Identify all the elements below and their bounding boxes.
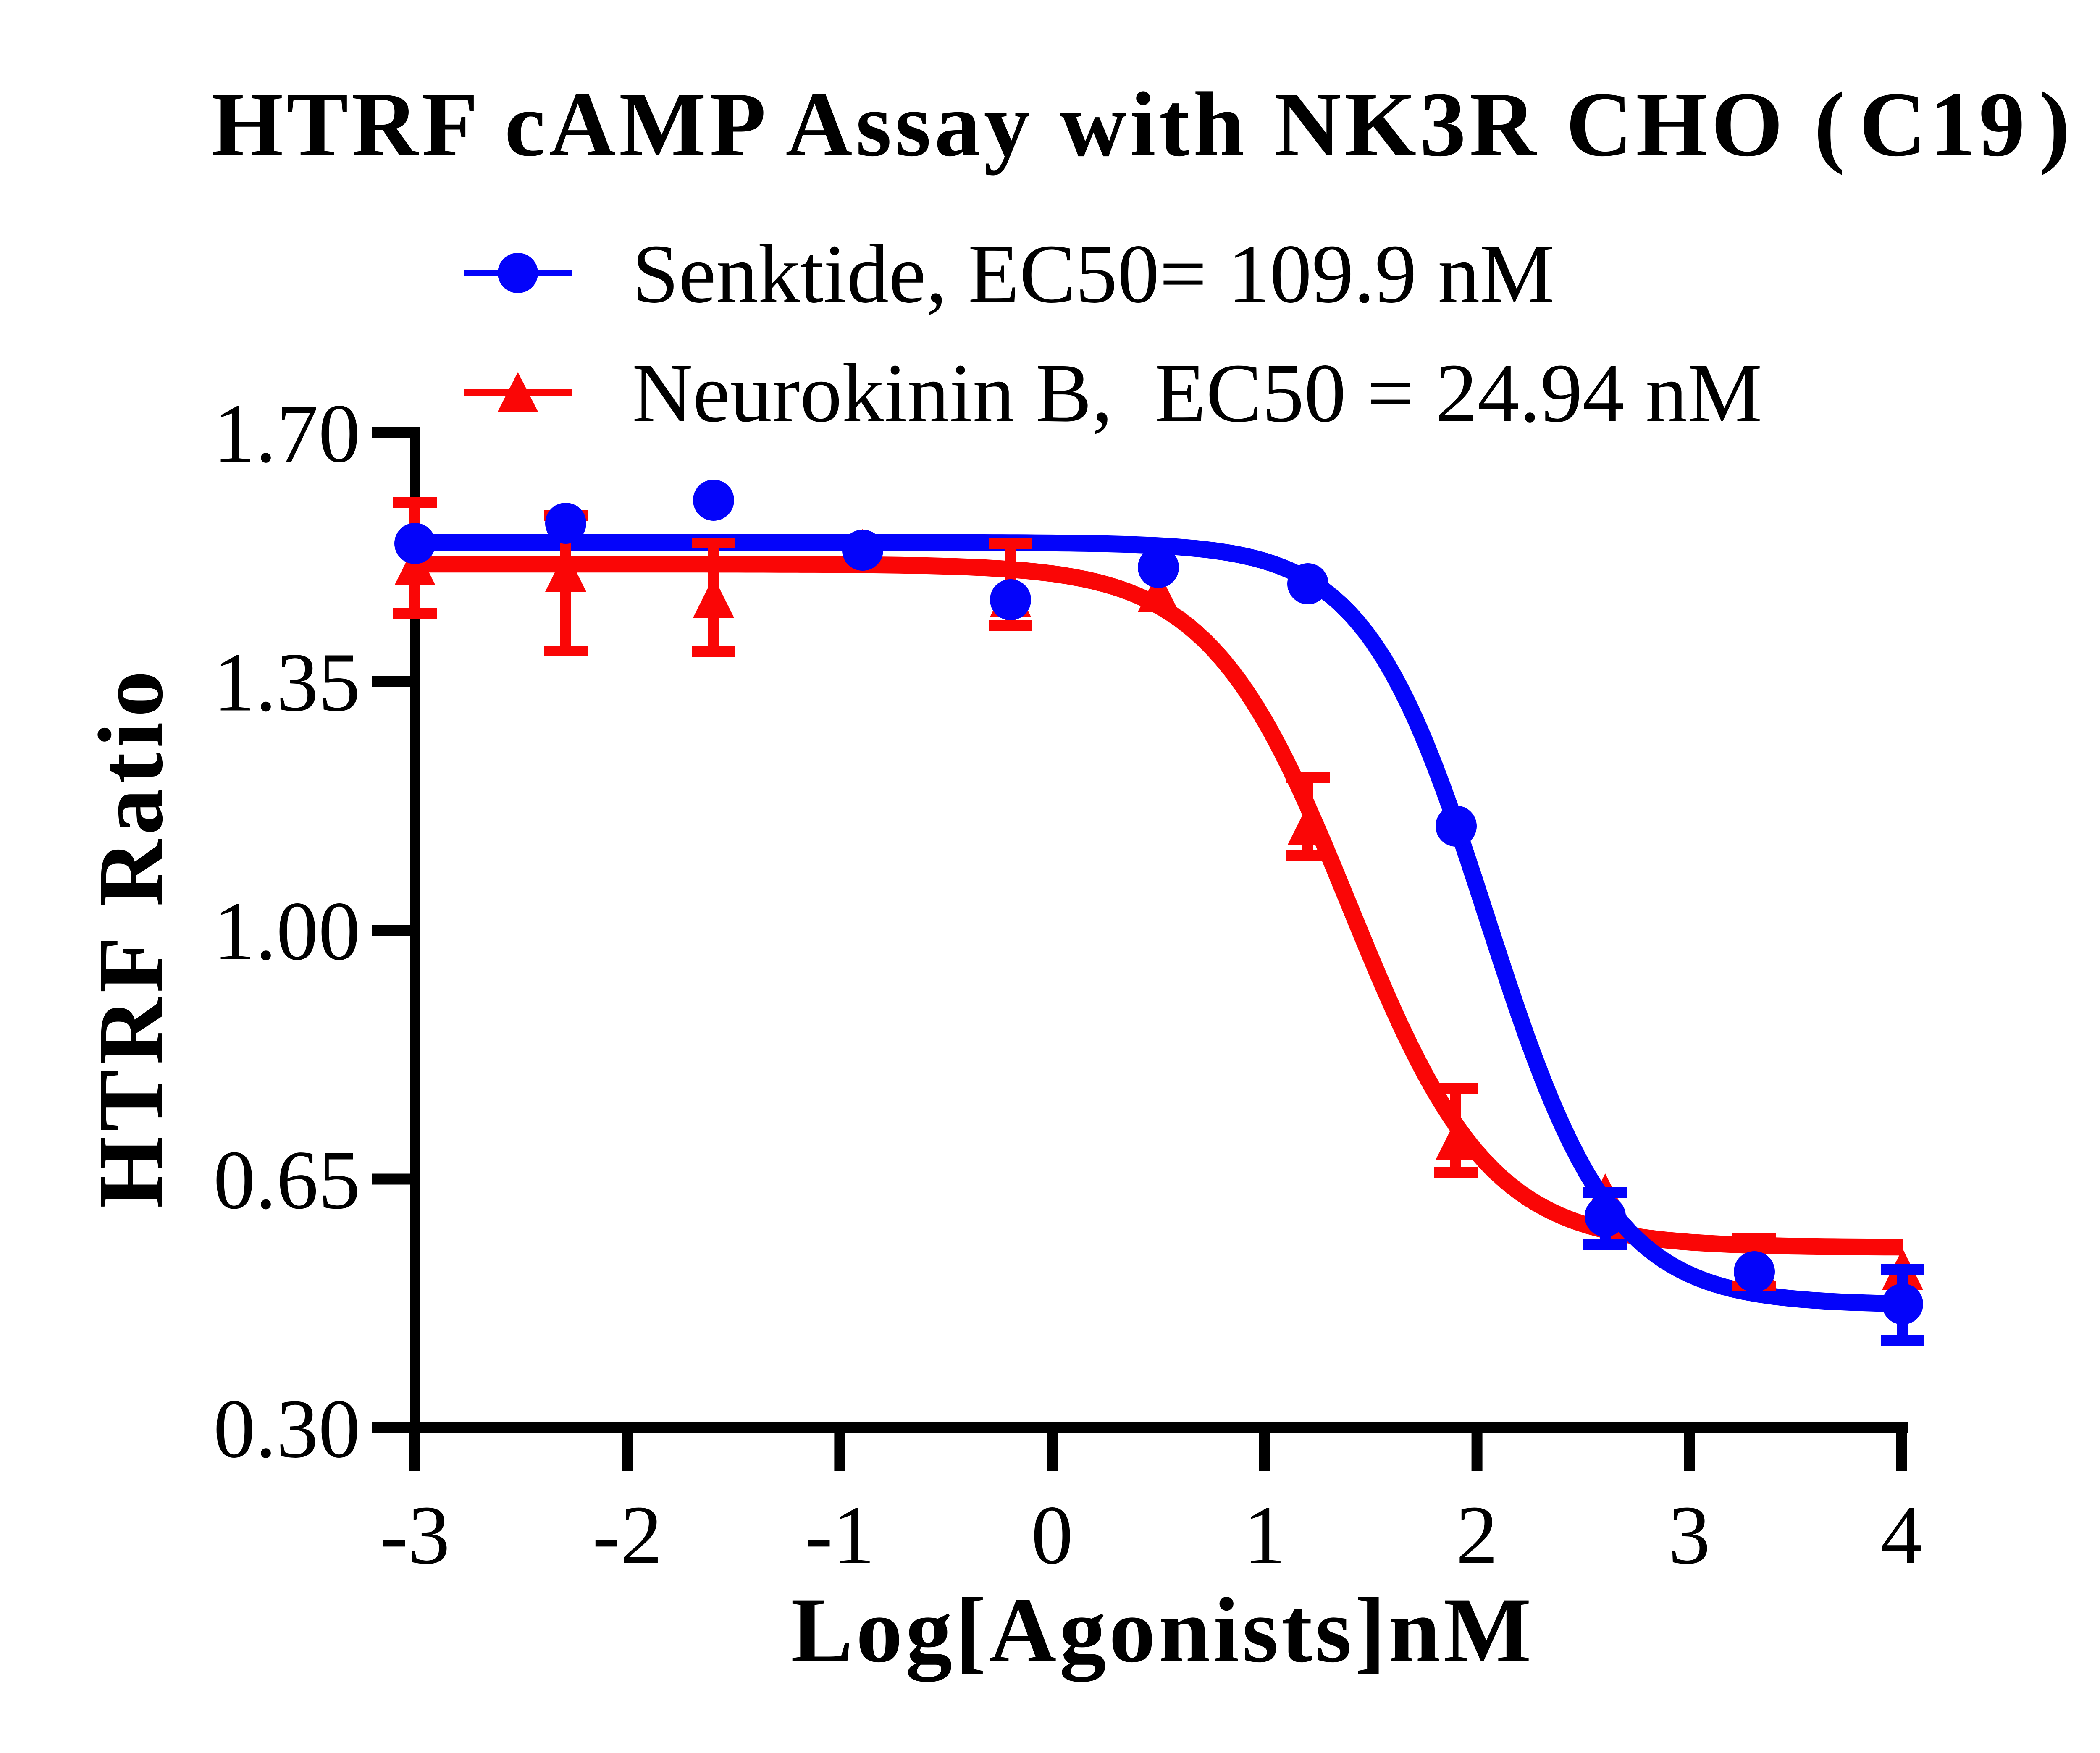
svg-text:3: 3 [1668, 1489, 1710, 1582]
svg-text:Neurokinin B, EC50 = 24.94 nM: Neurokinin B, EC50 = 24.94 nM [632, 347, 1762, 440]
svg-text:0.65: 0.65 [213, 1134, 360, 1227]
svg-text:1.00: 1.00 [213, 885, 360, 978]
svg-text:1.35: 1.35 [213, 636, 360, 729]
svg-text:-2: -2 [592, 1489, 662, 1582]
svg-text:HTRF cAMP Assay with NK3R CHO(: HTRF cAMP Assay with NK3R CHO(C19) [211, 73, 2073, 176]
svg-text:Senktide, EC50= 109.9 nM: Senktide, EC50= 109.9 nM [632, 228, 1554, 320]
svg-text:0: 0 [1031, 1489, 1073, 1582]
svg-text:1: 1 [1244, 1489, 1286, 1582]
svg-text:0.30: 0.30 [213, 1383, 360, 1475]
svg-text:2: 2 [1456, 1489, 1498, 1582]
svg-text:Log[Agonists]nM: Log[Agonists]nM [791, 1579, 1534, 1682]
svg-text:4: 4 [1881, 1489, 1923, 1582]
svg-text:HTRF Ratio: HTRF Ratio [79, 666, 182, 1208]
svg-text:-3: -3 [380, 1489, 450, 1582]
svg-text:1.70: 1.70 [213, 387, 360, 480]
svg-text:-1: -1 [805, 1489, 875, 1582]
